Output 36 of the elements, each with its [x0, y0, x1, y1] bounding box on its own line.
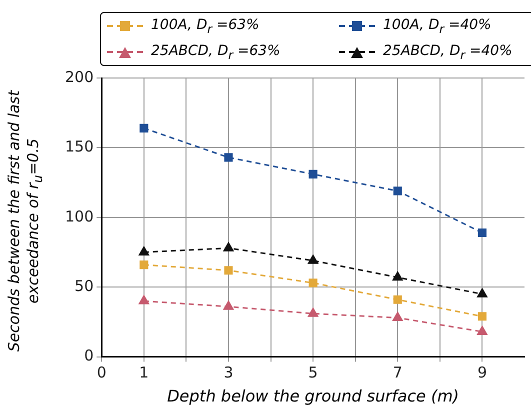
- x-tick-label: 0: [96, 364, 106, 382]
- x-tick-label: 9: [477, 364, 487, 382]
- point: [138, 246, 149, 256]
- legend-label: 25ABCD, D$_{r}$ =40%: [383, 42, 512, 62]
- point: [392, 272, 403, 281]
- point: [308, 170, 318, 178]
- point: [308, 254, 318, 264]
- legend-label: 100A, D$_{r}$ =63%: [151, 16, 260, 36]
- point: [477, 288, 488, 298]
- x-tick-label: 1: [139, 364, 149, 382]
- x-tick-label: 5: [308, 364, 318, 382]
- point: [224, 266, 233, 275]
- point: [223, 242, 234, 252]
- point: [223, 300, 234, 310]
- point: [308, 308, 318, 317]
- y-tick-label: 0: [84, 346, 94, 365]
- y-tick-label: 50: [74, 276, 94, 295]
- legend-label: 100A, D$_{r}$ =40%: [383, 16, 492, 36]
- point: [224, 153, 233, 162]
- point: [308, 278, 318, 288]
- legend-label: 25ABCD, D$_{r}$ =63%: [151, 42, 280, 62]
- point: [478, 312, 486, 321]
- y-tick-label: 200: [64, 68, 94, 86]
- point: [477, 326, 488, 335]
- point: [140, 260, 148, 270]
- point: [392, 312, 403, 322]
- point: [393, 186, 402, 196]
- point: [138, 295, 149, 304]
- x-axis-title: Depth below the ground surface (m): [167, 386, 460, 406]
- x-tick-label: 3: [224, 364, 234, 382]
- point: [478, 228, 486, 238]
- y-tick-label: 100: [64, 207, 94, 226]
- point: [140, 124, 148, 132]
- x-tick-label: 7: [392, 364, 402, 382]
- point: [393, 295, 402, 304]
- y-tick-label: 150: [64, 138, 94, 156]
